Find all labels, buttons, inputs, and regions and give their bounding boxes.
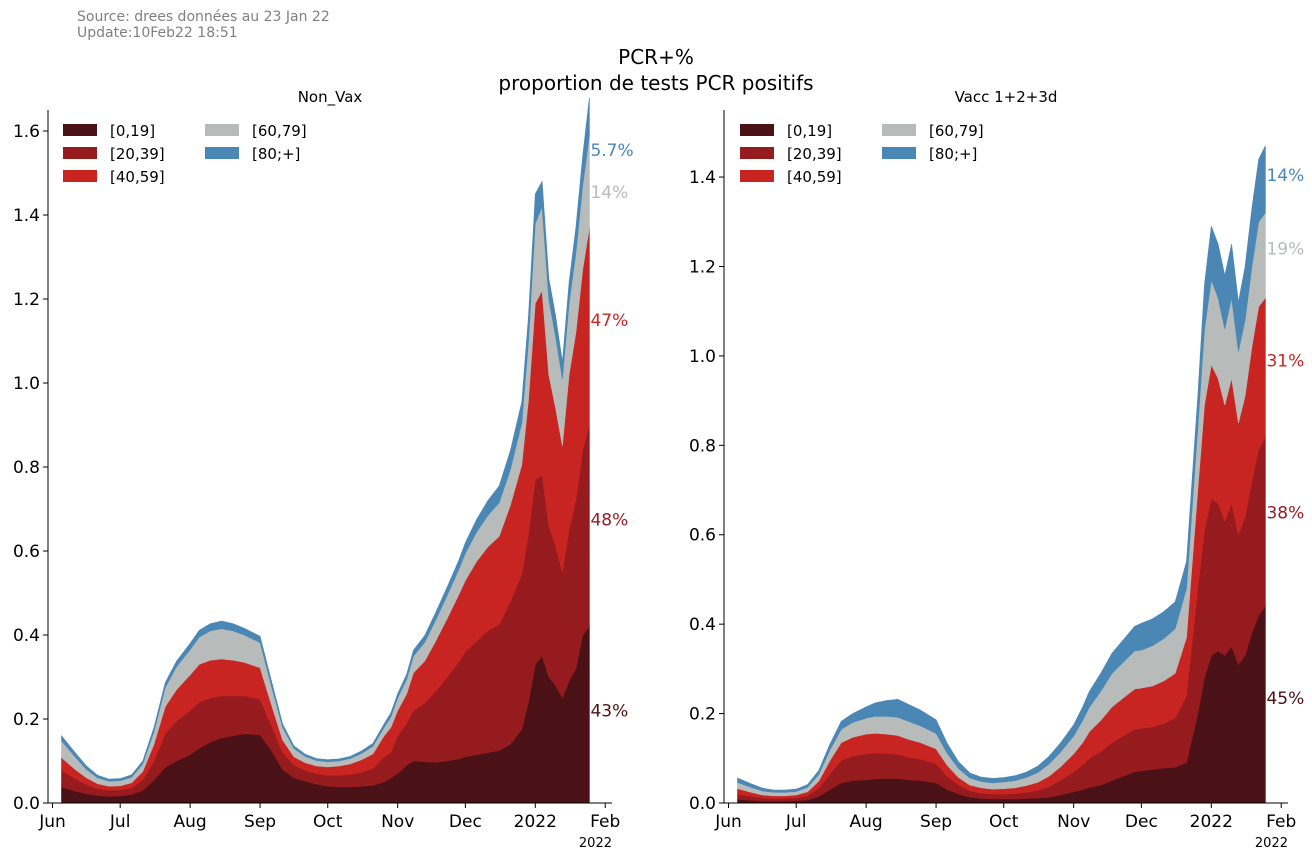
legend-swatch (740, 170, 774, 182)
figure-title: PCR+% proportion de tests PCR positifs (0, 44, 1312, 96)
y-tick-label: 1.6 (13, 122, 40, 142)
legend-swatch (63, 124, 97, 136)
y-tick-label: 0.2 (689, 705, 716, 725)
legend-label: [0,19] (110, 122, 155, 140)
x-tick-label: Aug (850, 812, 883, 832)
legend-swatch (740, 147, 774, 159)
x-tick-label: Oct (989, 812, 1019, 832)
y-tick-label: 0.8 (13, 458, 40, 478)
x-offset-label: 2022 (1255, 836, 1288, 851)
y-tick-label: 1.4 (689, 168, 716, 188)
end-label: 48% (590, 511, 628, 531)
legend-label: [40,59] (787, 168, 842, 186)
end-label: 5.7% (590, 141, 633, 161)
title-line-2: proportion de tests PCR positifs (498, 71, 814, 95)
end-label: 45% (1266, 689, 1304, 709)
x-tick-label: Oct (313, 812, 343, 832)
legend-swatch (882, 124, 916, 136)
y-tick-label: 1.4 (13, 206, 40, 226)
panel-title: Vacc 1+2+3d (955, 88, 1058, 106)
x-tick-label: Jun (714, 812, 742, 832)
y-tick-label: 0.0 (13, 794, 40, 814)
legend-swatch (63, 170, 97, 182)
x-tick-label: 2022 (514, 812, 557, 832)
x-tick-label: Dec (449, 812, 482, 832)
y-tick-label: 1.0 (689, 347, 716, 367)
y-tick-label: 0.6 (13, 542, 40, 562)
x-tick-label: Sep (244, 812, 276, 832)
end-label: 14% (1266, 166, 1304, 186)
x-tick-label: Nov (381, 812, 414, 832)
x-tick-label: Dec (1125, 812, 1158, 832)
update-line: Update:10Feb22 18:51 (77, 25, 238, 41)
x-tick-label: 2022 (1190, 812, 1233, 832)
legend-swatch (205, 147, 239, 159)
x-tick-label: Jul (109, 812, 131, 832)
legend-label: [80;+] (252, 145, 300, 163)
area-series-4 (737, 145, 1266, 793)
title-line-1: PCR+% (618, 45, 694, 69)
x-tick-label: Feb (590, 812, 620, 832)
legend-label: [0,19] (787, 122, 832, 140)
y-tick-label: 0.8 (689, 436, 716, 456)
chart-vacc: 0.0 0.2 0.4 0.6 0.8 1.0 1.2 1.4 Jun Jul Aug Sep Oct N… (689, 88, 1304, 851)
end-label: 31% (1266, 351, 1304, 371)
chart-non-vax: 0.0 0.2 0.4 0.6 0.8 1.0 1.2 1.4 1.6 Jun Jul Aug Sep O… (13, 88, 634, 851)
panel-title: Non_Vax (298, 88, 363, 107)
legend-label: [20,39] (787, 145, 842, 163)
end-label: 14% (590, 183, 628, 203)
y-tick-label: 0.6 (689, 526, 716, 546)
legend-swatch (740, 124, 774, 136)
legend-label: [60,79] (929, 122, 984, 140)
x-tick-label: Jun (38, 812, 66, 832)
source-line: Source: drees données au 23 Jan 22 (77, 9, 330, 25)
x-tick-label: Jul (785, 812, 807, 832)
area-series-4 (61, 97, 590, 782)
end-label: 43% (590, 702, 628, 722)
legend-swatch (205, 124, 239, 136)
legend-label: [40,59] (110, 168, 165, 186)
legend-label: [60,79] (252, 122, 307, 140)
legend-label: [20,39] (110, 145, 165, 163)
legend-swatch (63, 147, 97, 159)
end-label: 38% (1266, 503, 1304, 523)
y-tick-label: 0.4 (689, 615, 716, 635)
y-tick-label: 0.4 (13, 626, 40, 646)
y-tick-label: 1.2 (13, 290, 40, 310)
end-label: 19% (1266, 240, 1304, 260)
x-tick-label: Nov (1057, 812, 1090, 832)
legend-swatch (882, 147, 916, 159)
x-tick-label: Feb (1266, 812, 1296, 832)
y-tick-label: 0.0 (689, 794, 716, 814)
y-tick-label: 1.2 (689, 257, 716, 277)
legend-label: [80;+] (929, 145, 977, 163)
x-tick-label: Aug (174, 812, 207, 832)
end-label: 47% (590, 311, 628, 331)
y-tick-label: 1.0 (13, 374, 40, 394)
x-tick-label: Sep (920, 812, 952, 832)
x-offset-label: 2022 (579, 836, 612, 851)
source-note: Source: drees données au 23 Jan 22 Updat… (77, 9, 330, 41)
y-tick-label: 0.2 (13, 710, 40, 730)
